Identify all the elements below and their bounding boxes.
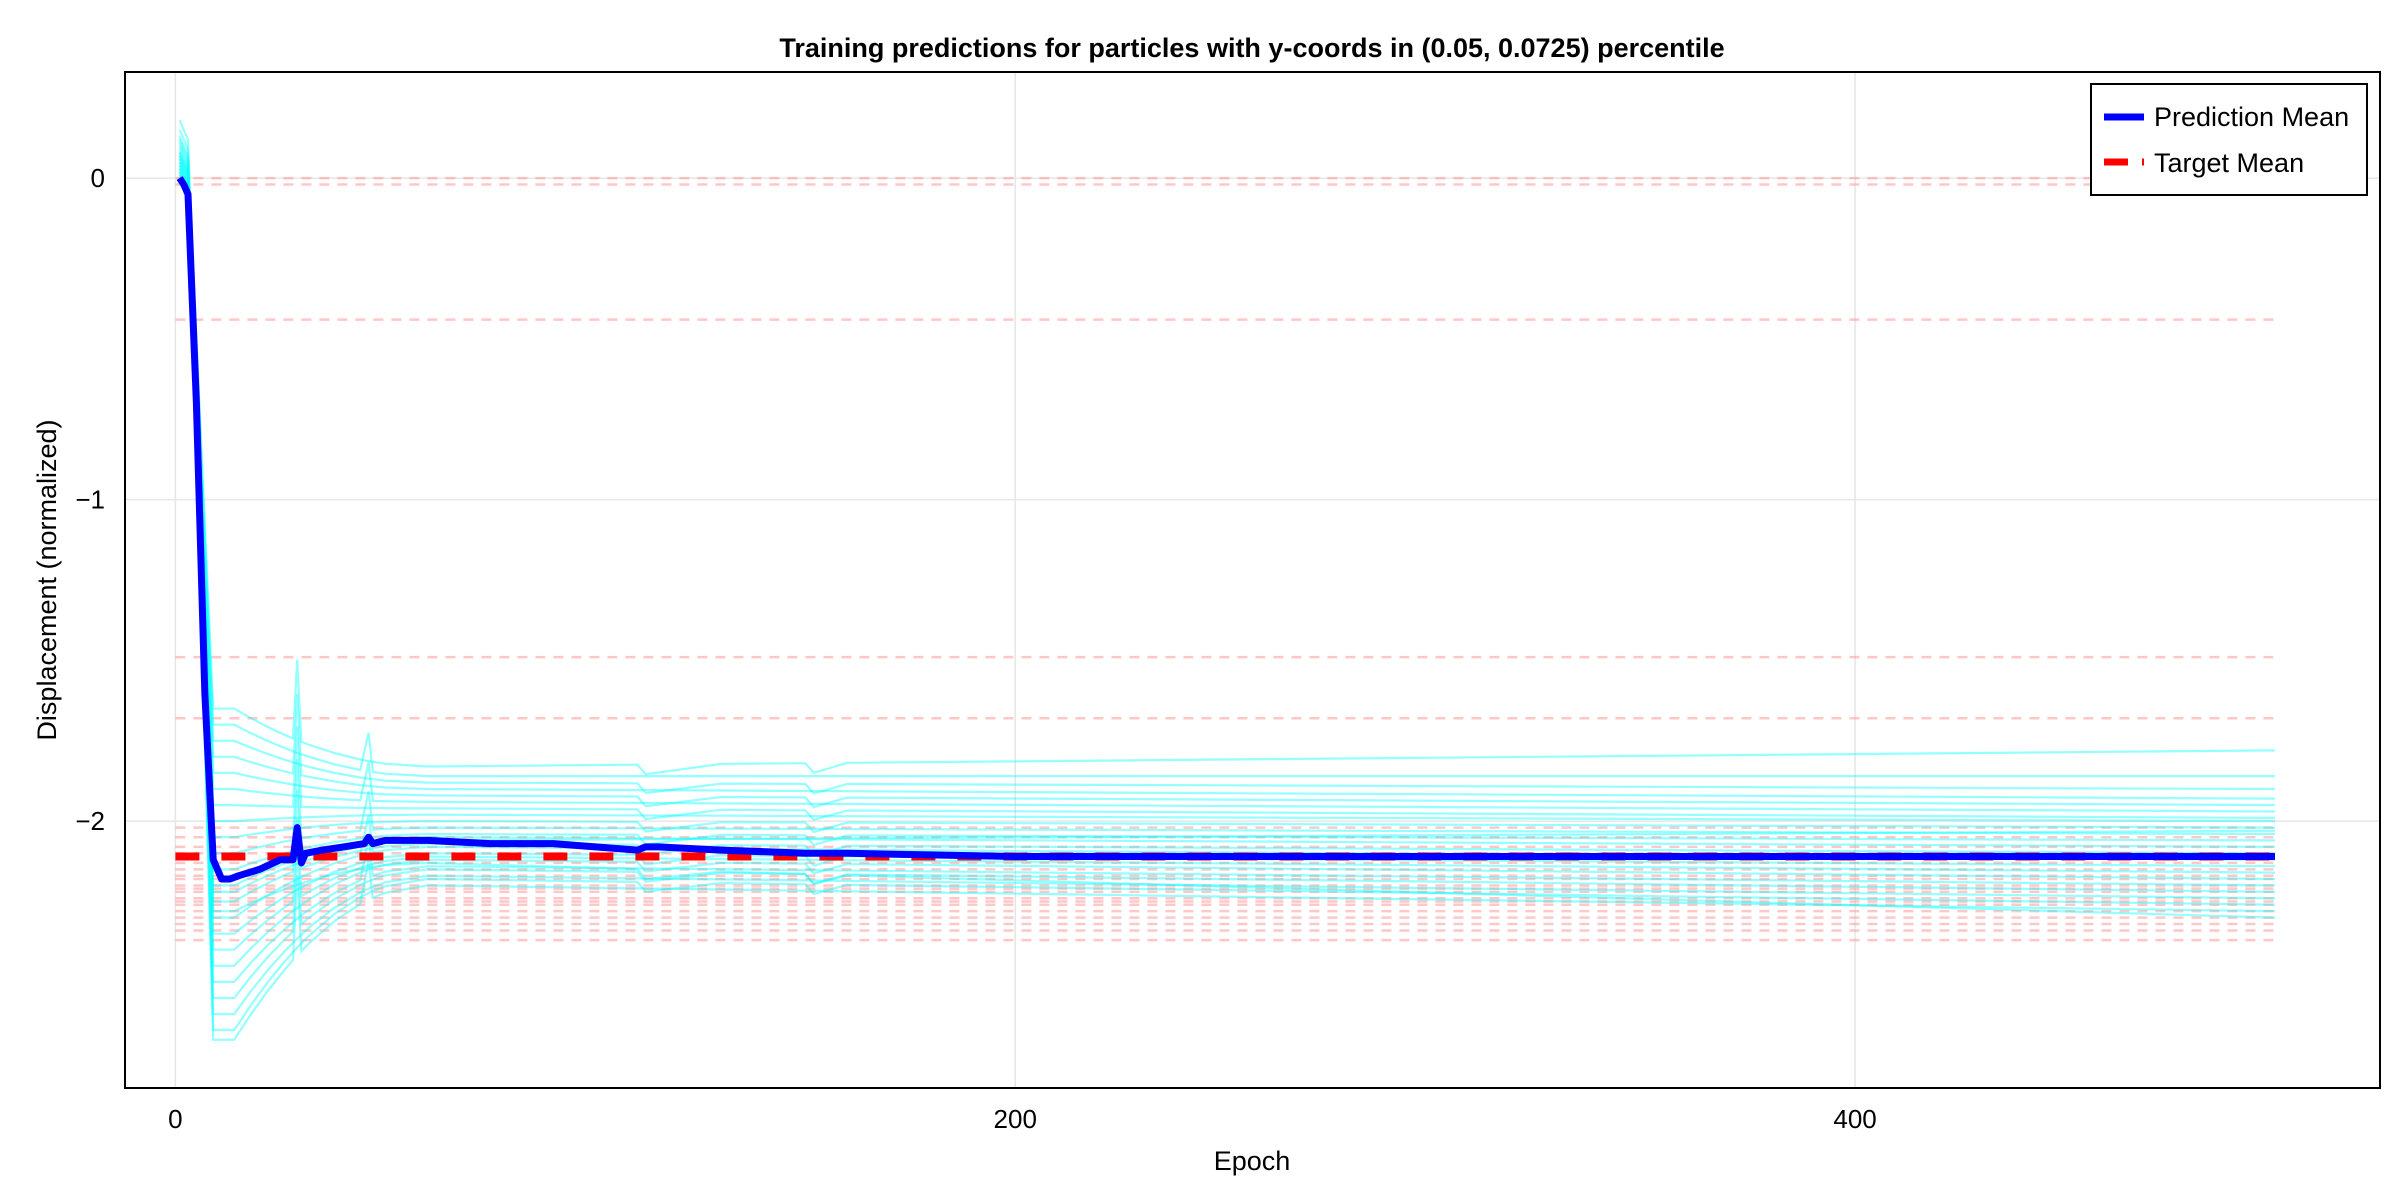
particle-prediction-line [178, 171, 2276, 800]
particle-prediction-line [178, 161, 2276, 809]
particle-prediction-line [178, 135, 2276, 1041]
particle-prediction-line [178, 164, 2276, 919]
particle-prediction-line [178, 164, 2275, 778]
y-tick-label: 0 [91, 163, 105, 193]
particle-prediction-line [178, 177, 2276, 822]
chart-title: Training predictions for particles with … [779, 33, 1724, 63]
y-tick-label: −1 [75, 485, 105, 515]
plot-border [124, 71, 2381, 1089]
legend-box [2090, 83, 2368, 196]
x-axis-label: Epoch [1214, 1146, 1291, 1176]
particle-prediction-line [178, 171, 2276, 951]
x-tick-label: 400 [1833, 1104, 1876, 1134]
particle-prediction-line [178, 174, 2276, 919]
particle-prediction-line [178, 145, 2276, 813]
particle-prediction-line [178, 168, 2276, 855]
x-tick-label: 200 [994, 1104, 1037, 1134]
y-axis-label: Displacement (normalized) [32, 419, 62, 740]
particle-prediction-line [178, 161, 2276, 1032]
y-tick-label: −2 [75, 806, 105, 836]
prediction-mean-line [176, 176, 2275, 883]
legend-label-prediction-mean: Prediction Mean [2154, 102, 2349, 132]
particle-prediction-line [178, 158, 2276, 823]
plot-frame [125, 72, 2380, 1088]
mean-lines [175, 176, 2276, 883]
particle-prediction-line [178, 139, 2276, 795]
particle-prediction-line [178, 168, 2276, 1000]
particle-prediction-line [178, 158, 2276, 967]
axis-ticks: 0 200 400 0 −1 −2 [75, 163, 1876, 1134]
legend-label-target-mean: Target Mean [2154, 148, 2304, 178]
particle-prediction-line [178, 151, 2276, 1016]
x-tick-label: 0 [168, 1104, 182, 1134]
legend: Prediction Mean Target Mean [2090, 83, 2368, 196]
particle-prediction-line [178, 148, 2276, 903]
particle-prediction-line [178, 151, 2276, 776]
particle-target-lines [175, 176, 2276, 942]
particle-prediction-line [178, 129, 2276, 839]
